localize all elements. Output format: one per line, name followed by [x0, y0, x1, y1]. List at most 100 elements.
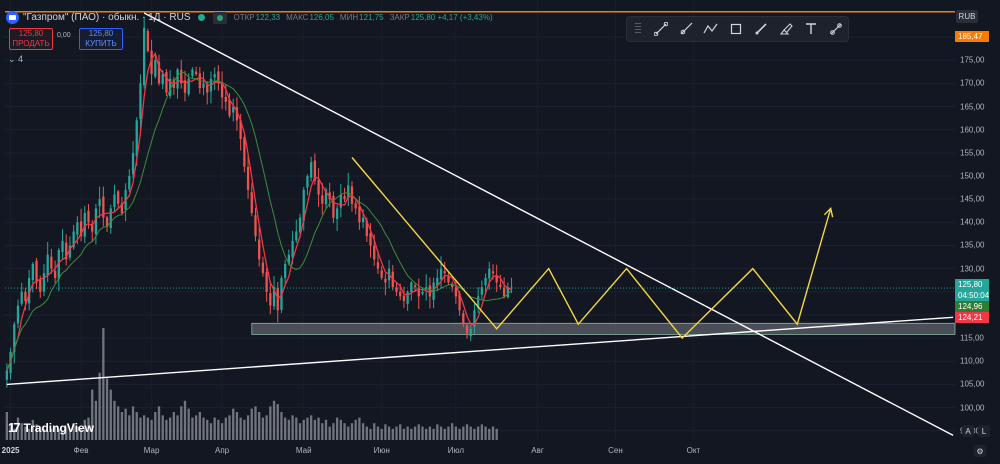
candle-body — [506, 287, 509, 298]
volume-bar — [439, 426, 443, 440]
candle-body — [5, 370, 9, 380]
candle-body — [502, 287, 506, 297]
volume-bar — [65, 426, 68, 440]
volume-bar — [254, 406, 257, 440]
buy-button[interactable]: 125,80 КУПИТЬ — [79, 28, 123, 50]
volume-bar — [298, 423, 302, 440]
ray-tool-icon[interactable] — [674, 20, 699, 38]
symbol-title[interactable]: "Газпром" (ПАО) · обыкн. · 1Д · RUS — [23, 12, 191, 23]
volume-bar — [306, 417, 309, 440]
candle-body — [87, 210, 90, 223]
volume-bar — [317, 417, 320, 440]
volume-bar — [209, 423, 213, 440]
candle-body — [65, 242, 68, 260]
measure-tool-icon[interactable] — [823, 20, 848, 38]
chart-settings-icon[interactable]: ⚙ — [974, 445, 986, 457]
candle-body — [476, 296, 480, 308]
volume-bar — [387, 426, 391, 440]
line-tool-icon[interactable] — [649, 20, 674, 38]
drawing-toolbar — [626, 16, 849, 42]
volume-bar — [417, 424, 420, 440]
trendline-descending — [143, 12, 954, 436]
candle-body — [105, 217, 109, 227]
candle-body — [265, 272, 268, 292]
candle-body — [91, 223, 94, 232]
volume-bar — [135, 412, 138, 440]
candle-body — [395, 287, 398, 292]
candle-body — [291, 240, 294, 258]
toolbar-grip-icon[interactable] — [635, 23, 641, 35]
candle-body — [347, 185, 350, 198]
volume-bar — [365, 426, 368, 440]
volume-bar — [94, 400, 98, 440]
candle-body — [113, 194, 116, 208]
candle-body — [295, 231, 298, 241]
candle-body — [384, 278, 387, 283]
volume-bar — [276, 404, 279, 440]
candle-body — [46, 254, 49, 276]
volume-bar — [261, 417, 265, 440]
volume-bar — [105, 378, 109, 440]
projection-arrow-head — [823, 207, 834, 218]
candle-body — [31, 264, 34, 281]
price-tick-label: 155,00 — [960, 148, 985, 158]
candle-body — [246, 166, 250, 190]
candle-body — [224, 96, 227, 102]
brush-tool-icon[interactable] — [748, 20, 773, 38]
volume-bar — [258, 412, 261, 440]
volume-bar — [287, 419, 291, 440]
path-tool-icon[interactable] — [699, 20, 724, 38]
candle-body — [499, 284, 502, 288]
candle-body — [458, 293, 461, 311]
candle-body — [410, 282, 413, 293]
candle-body — [343, 196, 346, 200]
market-open-icon — [197, 14, 205, 21]
volume-bar — [202, 417, 205, 440]
spread-value: 0,00 — [57, 32, 71, 39]
text-tool-icon[interactable] — [798, 20, 823, 38]
volume-bar — [469, 426, 472, 440]
volume-bar — [302, 419, 305, 440]
candle-body — [324, 189, 328, 205]
candle-body — [135, 120, 138, 157]
candle-body — [361, 217, 365, 223]
volume-bar — [191, 417, 194, 440]
volume-bar — [488, 428, 491, 440]
candle-body — [206, 83, 209, 93]
candle-body — [213, 74, 216, 78]
volume-bar — [102, 328, 105, 440]
volume-bar — [428, 426, 432, 440]
data-source-icon[interactable] — [212, 11, 227, 24]
candle-body — [332, 195, 335, 218]
candle-body — [250, 192, 253, 214]
price-tick-label: 145,00 — [960, 194, 985, 204]
candle-body — [258, 239, 261, 260]
auto-scale-button[interactable]: A — [962, 425, 974, 437]
candle-body — [109, 208, 112, 228]
candle-body — [183, 80, 187, 93]
volume-bar — [187, 408, 190, 440]
sell-button[interactable]: 125,80 ПРОДАТЬ — [9, 28, 53, 50]
time-tick-label: Окт — [686, 446, 701, 455]
indicator-legend-toggle[interactable]: ⌄ 4 — [8, 54, 24, 64]
volume-bar — [265, 415, 268, 440]
candle-body — [358, 206, 361, 223]
currency-selector[interactable]: RUB — [956, 10, 978, 23]
volume-bar — [425, 428, 428, 440]
volume-bar — [339, 419, 342, 440]
tradingview-logo[interactable]: 17 TradingView — [8, 420, 94, 435]
volume-bar — [224, 417, 227, 440]
candle-body — [462, 313, 465, 325]
candle-body — [473, 310, 476, 327]
grid — [5, 0, 955, 440]
candle-body — [317, 179, 320, 195]
candle-body — [27, 277, 31, 304]
log-scale-button[interactable]: L — [978, 425, 990, 437]
highlighter-tool-icon[interactable] — [773, 20, 798, 38]
rectangle-tool-icon[interactable] — [724, 20, 749, 38]
stat-low-value: 121,75 — [359, 13, 384, 22]
volume-bar — [183, 400, 187, 440]
candle-body — [465, 325, 469, 334]
candle-body — [488, 268, 491, 279]
